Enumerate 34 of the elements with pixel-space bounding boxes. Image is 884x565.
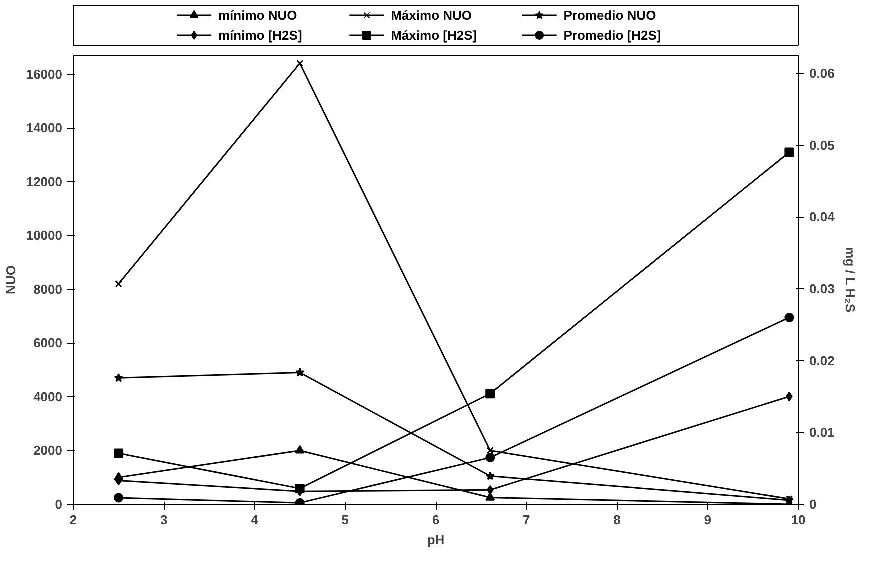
legend-label: Máximo NUO bbox=[391, 8, 472, 23]
y2-tick-label: 0.03 bbox=[810, 281, 835, 296]
y-tick-label: 12000 bbox=[26, 174, 63, 190]
y2-tick-label: 0.06 bbox=[810, 66, 835, 81]
y-tick-label: 4000 bbox=[34, 389, 62, 404]
x-tick-label: 6 bbox=[432, 512, 440, 528]
y-tick-label: 0 bbox=[55, 497, 63, 512]
legend-label: mínimo [H2S] bbox=[218, 28, 302, 43]
y2-axis-title: mg / L H₂S bbox=[842, 247, 858, 313]
y2-tick-label: 0.01 bbox=[810, 425, 835, 440]
y-axis-title: NUO bbox=[3, 266, 18, 294]
y2-tick-label: 0 bbox=[810, 497, 817, 512]
legend-label: Máximo [H2S] bbox=[391, 28, 478, 43]
y-tick-label: 6000 bbox=[34, 336, 62, 351]
legend-label: Promedio NUO bbox=[564, 8, 656, 23]
y2-tick-label: 0.04 bbox=[810, 210, 836, 225]
x-tick-label: 2 bbox=[70, 512, 78, 528]
x-tick-label: 7 bbox=[523, 512, 530, 528]
y2-tick-label: 0.02 bbox=[810, 353, 835, 368]
y-tick-label: 2000 bbox=[34, 443, 62, 458]
y2-tick-label: 0.05 bbox=[810, 138, 835, 153]
x-axis-title: pH bbox=[427, 532, 445, 548]
x-tick-label: 4 bbox=[251, 512, 260, 528]
legend-label: mínimo NUO bbox=[218, 8, 298, 23]
y-tick-label: 16000 bbox=[26, 66, 63, 82]
x-tick-label: 3 bbox=[160, 512, 168, 528]
legend-label: Promedio [H2S] bbox=[564, 28, 662, 43]
y-tick-label: 10000 bbox=[26, 228, 63, 244]
x-tick-label: 10 bbox=[791, 512, 806, 528]
x-tick-label: 8 bbox=[614, 512, 621, 528]
y-tick-label: 8000 bbox=[34, 282, 62, 297]
y-tick-label: 14000 bbox=[26, 120, 63, 136]
x-tick-label: 9 bbox=[704, 512, 712, 528]
x-tick-label: 5 bbox=[342, 512, 349, 528]
